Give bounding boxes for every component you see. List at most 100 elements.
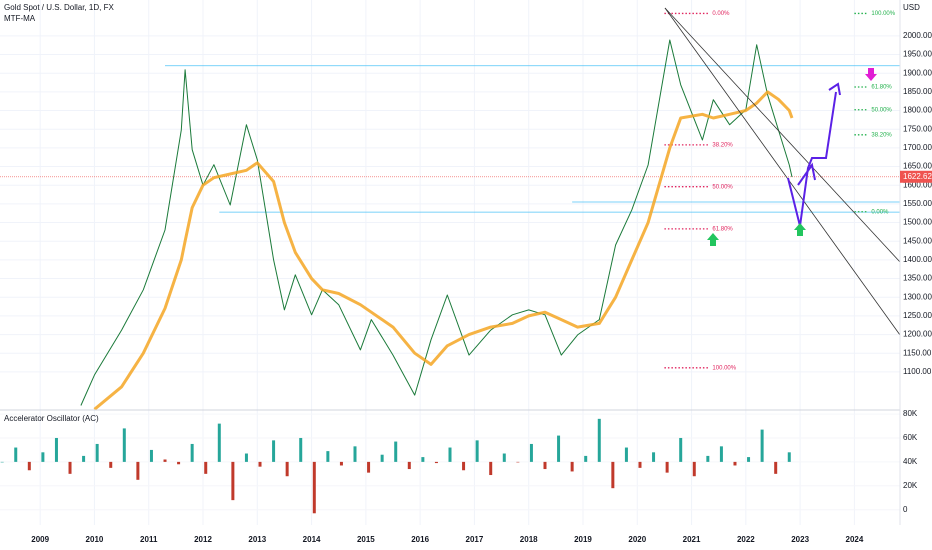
- oscillator-bar: [122, 428, 126, 462]
- oscillator-bar: [68, 461, 72, 474]
- oscillator-bar: [570, 461, 574, 472]
- oscillator-bar: [719, 446, 723, 462]
- y-tick-label: 1400.00: [903, 255, 932, 264]
- oscillator-bar: [258, 461, 262, 467]
- oscillator-bar: [190, 443, 194, 462]
- y-tick-label: 1500.00: [903, 218, 932, 227]
- x-tick-label: 2024: [846, 535, 864, 544]
- oscillator-bar: [679, 437, 683, 462]
- moving-average: [93, 90, 794, 411]
- y-tick-label: 1950.00: [903, 50, 932, 59]
- y-tick-label: 1750.00: [903, 124, 932, 133]
- oscillator-bar: [421, 457, 425, 462]
- oscillator-bar: [475, 440, 479, 462]
- oscillator-bar: [95, 443, 99, 462]
- x-tick-label: 2019: [574, 535, 592, 544]
- oscillator-bar: [380, 454, 384, 462]
- y-tick-label: 0: [903, 505, 908, 514]
- x-tick-label: 2022: [737, 535, 755, 544]
- oscillator-bar: [394, 441, 398, 462]
- oscillator-bar: [462, 461, 466, 471]
- trend-line: [664, 7, 901, 336]
- fib-label: 0.00%: [871, 209, 889, 215]
- x-tick-label: 2009: [31, 535, 49, 544]
- oscillator-bar: [244, 453, 248, 462]
- fib-label: 50.00%: [712, 184, 733, 190]
- y-tick-label: 1100.00: [903, 367, 932, 376]
- fib-label: 0.00%: [712, 11, 730, 17]
- fib-label: 61.80%: [871, 85, 892, 91]
- levels: [0, 12, 900, 369]
- fib-label: 100.00%: [871, 11, 895, 17]
- oscillator-bar: [516, 461, 520, 463]
- y-tick-label: 1600.00: [903, 180, 932, 189]
- x-tick-label: 2010: [86, 535, 104, 544]
- y-tick-label: 1350.00: [903, 274, 932, 283]
- y-tick-label: 1650.00: [903, 162, 932, 171]
- x-tick-label: 2018: [520, 535, 538, 544]
- x-tick-label: 2020: [628, 535, 646, 544]
- y-tick-label: 40K: [903, 457, 918, 466]
- x-tick-label: 2016: [411, 535, 429, 544]
- oscillator-bar: [557, 435, 561, 462]
- oscillator-bar: [136, 461, 140, 480]
- oscillator-bar: [163, 459, 167, 462]
- oscillator-bar: [285, 461, 289, 477]
- y-tick-label: 1550.00: [903, 199, 932, 208]
- x-tick-label: 2013: [248, 535, 266, 544]
- oscillator-bar: [597, 418, 601, 462]
- y-tick-label: 1250.00: [903, 311, 932, 320]
- fib-label: 38.20%: [712, 142, 733, 148]
- oscillator-bar: [272, 440, 276, 462]
- y-tick-label: 1150.00: [903, 348, 932, 357]
- oscillator-bar: [434, 461, 438, 464]
- x-tick-label: 2014: [303, 535, 321, 544]
- oscillator-bar: [41, 452, 45, 462]
- fib-label: 38.20%: [871, 132, 892, 138]
- oscillator-bar: [326, 451, 330, 462]
- y-tick-label: 1850.00: [903, 87, 932, 96]
- oscillator-bar: [82, 455, 86, 462]
- oscillator-bar: [448, 447, 452, 462]
- y-tick-label: 1450.00: [903, 236, 932, 245]
- oscillator-bar: [733, 461, 737, 466]
- oscillator-bar: [27, 461, 31, 471]
- oscillator-bar: [584, 455, 588, 462]
- x-tick-label: 2023: [791, 535, 809, 544]
- chart-title: Gold Spot / U.S. Dollar, 1D, FX: [4, 3, 114, 12]
- last-price-box: [900, 170, 932, 183]
- projection-arrowhead: [828, 82, 841, 96]
- oscillator-bar: [502, 453, 506, 462]
- projection-arrowhead: [797, 162, 816, 186]
- marks: [0, 39, 794, 514]
- indicator-label: MTF-MA: [4, 14, 36, 23]
- x-tick-label: 2011: [140, 535, 158, 544]
- up-arrow: [707, 233, 719, 246]
- oscillator-bar: [624, 447, 628, 462]
- up-arrow: [794, 223, 806, 236]
- x-tick-label: 2015: [357, 535, 375, 544]
- last-price-label: 1622.62: [903, 172, 932, 181]
- oscillator-bar: [638, 461, 642, 468]
- oscillator-bar: [652, 452, 656, 462]
- oscillator-bar: [760, 429, 764, 462]
- x-tick-label: 2012: [194, 535, 212, 544]
- y-tick-label: 60K: [903, 433, 918, 442]
- oscillator-bar: [231, 461, 235, 501]
- oscillator-bar: [611, 461, 615, 489]
- fib-label: 61.80%: [712, 226, 733, 232]
- oscillator-bar: [14, 447, 18, 462]
- oscillator-bar: [787, 452, 791, 462]
- fib-label: 100.00%: [712, 365, 736, 371]
- oscillator-bar: [0, 461, 4, 463]
- oscillator-bar: [312, 461, 316, 514]
- oscillator-bar: [529, 443, 533, 462]
- fib-label: 50.00%: [871, 107, 892, 113]
- y-tick-label: 1900.00: [903, 68, 932, 77]
- oscillator-bar: [177, 461, 181, 465]
- oscillator-bar: [353, 446, 357, 462]
- oscillator-bar: [339, 461, 343, 466]
- price-line: [80, 39, 793, 406]
